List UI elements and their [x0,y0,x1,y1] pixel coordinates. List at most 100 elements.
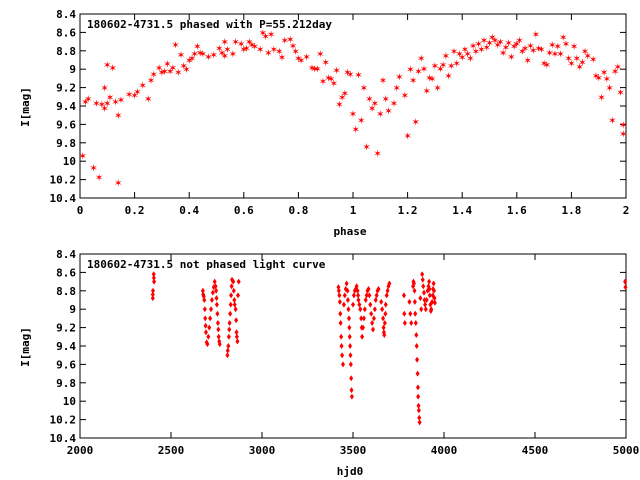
y-tick-label: 8.4 [56,8,76,21]
data-point: ✶ [459,50,466,64]
data-point: ✶ [347,67,354,81]
y-tick-label: 8.6 [56,266,76,279]
data-point: ✶ [524,53,531,67]
data-point [205,341,210,348]
data-point [232,301,237,308]
data-point: ✶ [396,70,403,84]
x-tick-label: 2000 [67,444,94,457]
data-point: ✶ [472,44,479,58]
data-point [417,419,422,426]
data-point [341,301,346,308]
y-tick-label: 10.4 [50,432,77,445]
y-tick-label: 9.6 [56,118,76,131]
data-point: ✶ [243,41,250,55]
x-tick-label: 0.2 [125,204,145,217]
data-point: ✶ [412,115,419,129]
data-point [368,301,373,308]
data-point: ✶ [240,42,247,56]
data-point: ✶ [169,60,176,74]
data-point: ✶ [270,42,277,56]
data-point: ✶ [126,87,133,101]
data-point: ✶ [259,25,266,39]
data-point [234,329,239,336]
x-tick-label: 0.6 [234,204,254,217]
data-point: ✶ [319,74,326,88]
data-point: ✶ [262,29,269,43]
data-point: ✶ [590,52,597,66]
data-point: ✶ [620,117,627,131]
data-point [346,315,351,322]
data-point: ✶ [355,68,362,82]
data-point: ✶ [276,44,283,58]
data-point [359,315,364,322]
data-point: ✶ [191,47,198,61]
data-point: ✶ [595,70,602,84]
data-point [339,343,344,349]
data-point: ✶ [95,170,102,184]
data-point: ✶ [584,48,591,62]
data-point: ✶ [115,175,122,189]
phased-plot-ticks: 0 0.2 0.4 0.6 0.8 1 1.2 1.4 1.6 1.8 2 8.4 8.6 8.8 9 9.2… [50,8,630,217]
data-point: ✶ [614,59,621,73]
data-point: ✶ [344,65,351,79]
data-point: ✶ [221,48,228,62]
data-point: ✶ [194,39,201,53]
data-point [402,320,407,326]
data-point: ✶ [592,69,599,83]
data-point [200,287,205,294]
data-point: ✶ [341,86,348,100]
data-point [414,343,419,349]
raw-light-curve-plot: 2000 2500 3000 3500 4000 4500 5000 8.4 8.6 8.8 9 9.… [19,248,639,478]
data-point [227,326,232,333]
data-point: ✶ [502,40,509,54]
phased-plot-xlabel: phase [333,225,366,238]
data-point: ✶ [385,104,392,118]
data-point [423,301,428,308]
data-point [422,297,427,303]
data-point [430,298,435,305]
data-point [229,283,234,290]
data-point: ✶ [527,38,534,52]
data-point [340,361,345,368]
data-point: ✶ [491,33,498,47]
data-point [373,297,378,303]
data-point: ✶ [150,67,157,81]
data-point [338,310,343,317]
data-point: ✶ [229,47,236,61]
data-point [231,278,236,285]
x-tick-label: 4000 [431,444,458,457]
data-point [213,283,218,290]
data-point [383,301,388,308]
data-point: ✶ [576,59,583,73]
data-point [385,287,390,294]
data-point [415,384,420,391]
data-point [228,310,233,317]
y-tick-label: 9.4 [56,100,76,113]
data-point: ✶ [434,81,441,95]
data-point: ✶ [540,56,547,70]
x-tick-label: 3000 [249,444,276,457]
data-point: ✶ [186,53,193,67]
data-point [210,289,215,296]
data-point [212,278,217,285]
data-point: ✶ [308,60,315,74]
data-point: ✶ [287,32,294,46]
data-point: ✶ [278,50,285,64]
data-point: ✶ [98,97,105,111]
x-tick-label: 4500 [522,444,549,457]
data-point [347,333,352,340]
data-point: ✶ [609,113,616,127]
data-point: ✶ [115,108,122,122]
data-point: ✶ [183,62,190,76]
data-point [382,320,387,326]
data-point [379,298,384,305]
data-point [215,320,220,326]
data-point [202,297,207,303]
data-point [338,320,343,326]
data-point [202,306,207,313]
y-tick-label: 10.2 [50,174,77,187]
data-point [431,287,436,294]
data-point [421,289,426,296]
data-point: ✶ [221,35,228,49]
